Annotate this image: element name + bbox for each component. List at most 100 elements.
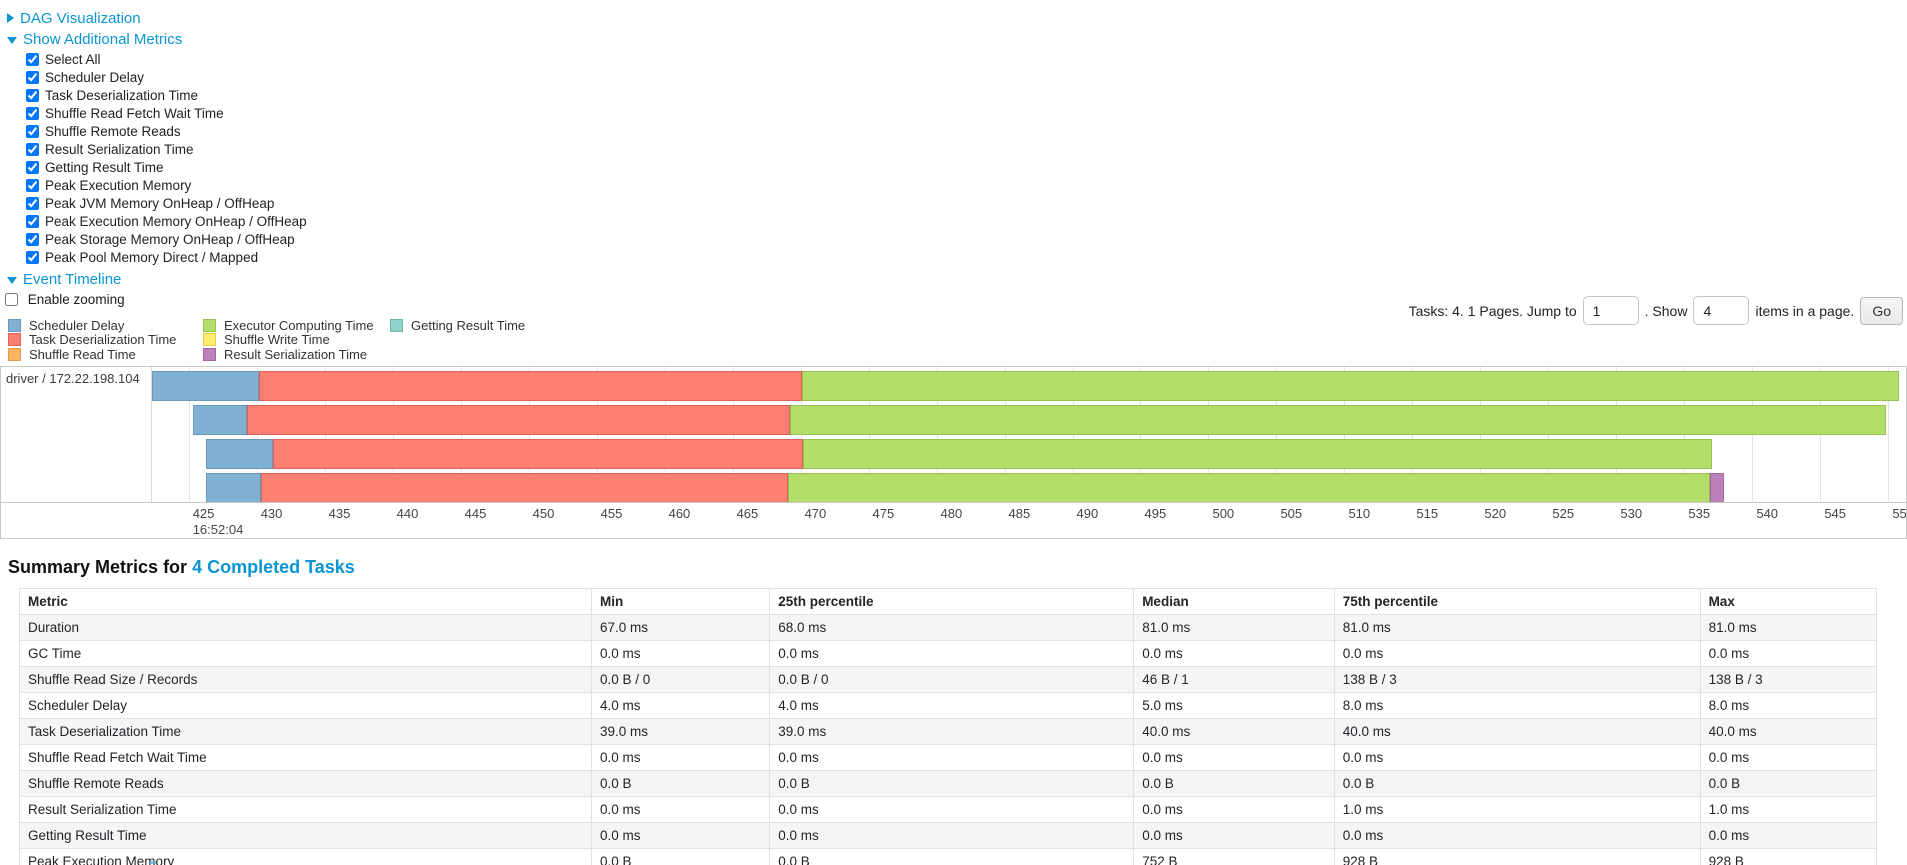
metric-checkbox[interactable] [26, 161, 39, 174]
metric-checkbox[interactable] [26, 53, 39, 66]
metric-checkbox[interactable] [26, 107, 39, 120]
legend-swatch-result-serialization [203, 347, 216, 361]
metric-value-cell: 40.0 ms [1133, 717, 1335, 745]
metric-checkbox-item[interactable]: Peak Pool Memory Direct / Mapped [26, 249, 1907, 267]
timeline-bar-task-deserialization[interactable] [260, 472, 789, 502]
metric-checkbox-item[interactable]: Scheduler Delay [26, 69, 1907, 87]
metric-value-cell: 39.0 ms [590, 717, 771, 745]
metric-checkbox-label: Peak Storage Memory OnHeap / OffHeap [45, 232, 295, 247]
enable-zooming-option[interactable]: Enable zooming [5, 292, 125, 307]
legend-entry: Result Serialization Time [203, 347, 390, 362]
timeline-bar-scheduler-delay[interactable] [152, 370, 260, 401]
section-label: DAG Visualization [20, 9, 141, 27]
metric-value-cell: 0.0 ms [769, 639, 1135, 667]
metric-value-cell: 0.0 B [590, 769, 771, 797]
metric-value-cell: 4.0 ms [769, 691, 1135, 719]
metric-checkbox-item[interactable]: Task Deserialization Time [26, 87, 1907, 105]
metric-checkbox-item[interactable]: Shuffle Read Fetch Wait Time [26, 105, 1907, 123]
timeline-bar-scheduler-delay[interactable] [192, 404, 248, 435]
metric-value-cell: 0.0 B / 0 [590, 665, 771, 693]
axis-second-label: 16:52:04 [192, 521, 244, 537]
legend-label: Getting Result Time [411, 317, 526, 333]
metric-checkbox[interactable] [26, 197, 39, 210]
jump-to-page-input[interactable] [1582, 296, 1639, 325]
timeline-legend: Scheduler Delay Task Deserialization Time… [8, 318, 1907, 362]
summary-col-header: 75th percentile [1333, 587, 1701, 615]
section-show-additional-metrics[interactable]: Show Additional Metrics [7, 30, 1907, 48]
axis-tick-label: 445 [464, 505, 487, 521]
axis-tick-label: 550 [1892, 505, 1906, 521]
axis-tick-label: 490 [1076, 505, 1099, 521]
metric-value-cell: 8.0 ms [1699, 691, 1878, 719]
metric-value-cell: 0.0 B / 0 [769, 665, 1135, 693]
metric-value-cell: 0.0 ms [1133, 639, 1335, 667]
summary-col-header: Min [590, 587, 771, 615]
axis-tick-label: 545 [1824, 505, 1847, 521]
metric-value-cell: 1.0 ms [1333, 795, 1701, 823]
legend-label: Scheduler Delay [29, 317, 125, 333]
summary-row: Result Serialization Time 0.0 ms 0.0 ms 0.0… [19, 795, 1878, 823]
summary-row: Task Deserialization Time 39.0 ms 39.0 ms 4… [19, 717, 1878, 745]
metric-value-cell: 4.0 ms [590, 691, 771, 719]
metric-value-cell: 40.0 ms [1333, 717, 1701, 745]
summary-row: GC Time 0.0 ms 0.0 ms 0.0 ms 0.0 ms 0.0 ms [19, 639, 1878, 667]
timeline-axis-labels: 425 430 435 440 445 450 455 460 465 470 475 480 485 4… [152, 503, 1906, 538]
axis-tick-label: 455 [600, 505, 623, 521]
metric-checkbox-label: Peak Execution Memory OnHeap / OffHeap [45, 214, 307, 229]
metric-value-cell: 46 B / 1 [1133, 665, 1335, 693]
metric-checkbox[interactable] [26, 71, 39, 84]
summary-row: Peak Execution Memory 0.0 B 0.0 B 752 B 928 … [19, 847, 1878, 865]
timeline-bar-scheduler-delay[interactable] [206, 472, 261, 502]
timeline-bar-task-deserialization[interactable] [259, 370, 802, 401]
metric-value-cell: 0.0 ms [590, 821, 771, 849]
timeline-bar-executor-computing[interactable] [803, 438, 1712, 469]
timeline-bar-executor-computing[interactable] [801, 370, 1900, 401]
summary-row: Shuffle Read Size / Records 0.0 B / 0 0.0 … [19, 665, 1878, 693]
metric-checkbox[interactable] [26, 179, 39, 192]
metric-checkbox-item[interactable]: Peak Execution Memory OnHeap / OffHeap [26, 213, 1907, 231]
metric-value-cell: 0.0 ms [769, 821, 1135, 849]
summary-table-body: Duration 67.0 ms 68.0 ms 81.0 ms 81.0 ms 81.0… [19, 613, 1878, 865]
metric-checkbox-item[interactable]: Peak Execution Memory [26, 177, 1907, 195]
metric-checkbox-item[interactable]: Shuffle Remote Reads [26, 123, 1907, 141]
executor-group-label: driver / 172.22.198.104 [6, 370, 140, 386]
summary-title-text: Summary Metrics for [8, 556, 193, 577]
completed-tasks-link[interactable]: 4 Completed Tasks [192, 556, 355, 577]
axis-tick-label: 505 [1280, 505, 1303, 521]
metric-value-cell: 138 B / 3 [1699, 665, 1878, 693]
metric-checkbox-item[interactable]: Result Serialization Time [26, 141, 1907, 159]
metric-checkbox[interactable] [26, 125, 39, 138]
metric-checkbox[interactable] [26, 233, 39, 246]
cut-off-element [150, 861, 156, 864]
metric-checkbox[interactable] [26, 143, 39, 156]
metric-name-cell: Result Serialization Time [19, 795, 592, 823]
metric-checkbox[interactable] [26, 215, 39, 228]
axis-tick-label: 460 [668, 505, 691, 521]
metric-checkbox-label: Task Deserialization Time [45, 88, 199, 103]
timeline-bar-task-deserialization[interactable] [247, 404, 790, 435]
metric-checkbox[interactable] [26, 251, 39, 264]
event-timeline-chart[interactable]: driver / 172.22.198.104 425 430 435 440 445 4… [0, 365, 1907, 539]
metric-value-cell: 928 B [1333, 847, 1701, 865]
timeline-bar-result-serialization[interactable] [1710, 472, 1724, 502]
timeline-bar-executor-computing[interactable] [788, 472, 1711, 502]
metric-checkbox-item[interactable]: Peak JVM Memory OnHeap / OffHeap [26, 195, 1907, 213]
pagination-text: Tasks: 4. 1 Pages. Jump to [1408, 302, 1577, 319]
metric-checkbox[interactable] [26, 89, 39, 102]
metric-checkbox-item[interactable]: Peak Storage Memory OnHeap / OffHeap [26, 231, 1907, 249]
timeline-plot-area[interactable] [152, 366, 1906, 502]
go-button[interactable]: Go [1860, 296, 1903, 325]
metric-checkbox-item[interactable]: Getting Result Time [26, 159, 1907, 177]
section-event-timeline[interactable]: Event Timeline [7, 270, 1907, 288]
axis-tick-label: 485 [1008, 505, 1031, 521]
metric-value-cell: 0.0 ms [1333, 821, 1701, 849]
timeline-bar-scheduler-delay[interactable] [206, 438, 273, 469]
enable-zooming-checkbox[interactable] [5, 293, 18, 306]
axis-tick-label: 475 [872, 505, 895, 521]
timeline-bar-task-deserialization[interactable] [273, 438, 804, 469]
metric-checkbox-item[interactable]: Select All [26, 51, 1907, 69]
section-dag-visualization[interactable]: DAG Visualization [7, 9, 1907, 27]
items-per-page-input[interactable] [1693, 296, 1750, 325]
timeline-bar-executor-computing[interactable] [789, 404, 1886, 435]
